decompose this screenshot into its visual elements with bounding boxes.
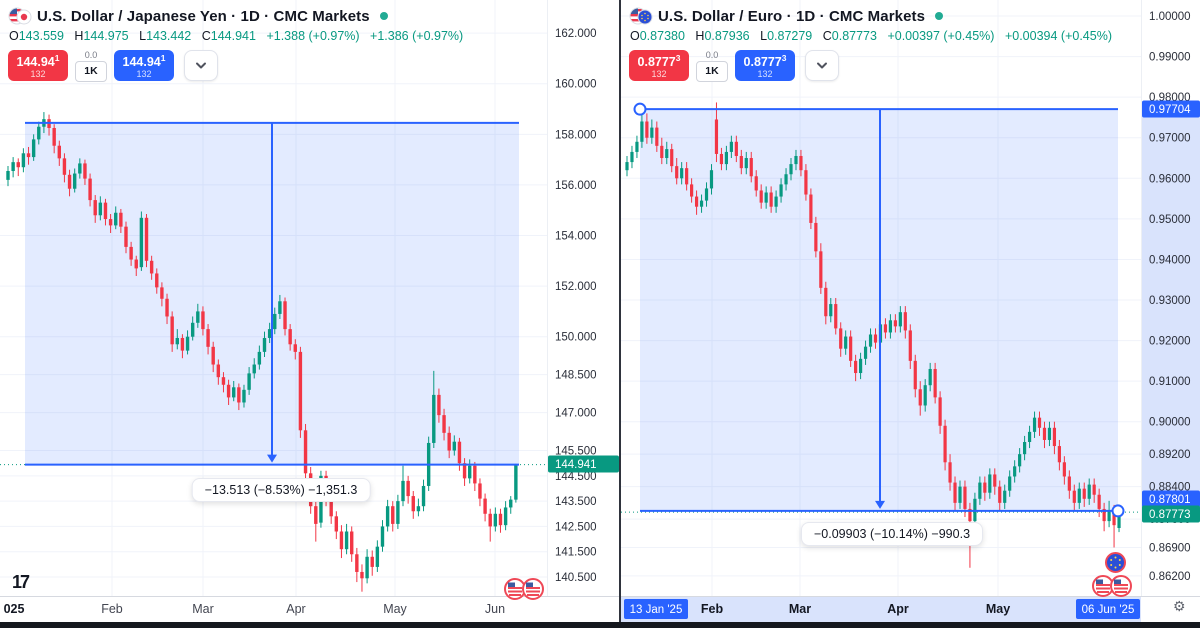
svg-text:152.000: 152.000 [555, 281, 597, 293]
svg-text:0.97000: 0.97000 [1149, 133, 1191, 145]
sell-button[interactable]: 144.941 132 [8, 50, 68, 81]
svg-text:Mar: Mar [192, 602, 214, 616]
chart-pane-usdeur: 1.00000 0.99000 0.98000 0.97000 0.96000 0.950… [621, 0, 1200, 622]
svg-text:0.94000: 0.94000 [1149, 254, 1191, 266]
svg-text:Mar: Mar [789, 602, 811, 616]
svg-text:156.000: 156.000 [555, 180, 597, 192]
svg-text:0.93000: 0.93000 [1149, 295, 1191, 307]
chevron-down-icon [196, 62, 206, 68]
change-value: +0.00397 (+0.45%) [887, 29, 995, 43]
svg-text:162.000: 162.000 [555, 28, 597, 40]
us-flag-coin-icon [522, 578, 544, 600]
svg-text:May: May [986, 602, 1010, 616]
svg-text:154.000: 154.000 [555, 231, 597, 243]
svg-text:025: 025 [4, 602, 25, 616]
svg-text:Feb: Feb [101, 602, 123, 616]
svg-text:0.87773: 0.87773 [1149, 509, 1191, 521]
svg-text:Apr: Apr [286, 602, 305, 616]
svg-text:06 Jun '25: 06 Jun '25 [1082, 604, 1135, 616]
svg-text:13 Jan '25: 13 Jan '25 [630, 604, 683, 616]
svg-text:May: May [383, 602, 407, 616]
svg-text:0.87801: 0.87801 [1149, 494, 1191, 506]
ohlc-row: O0.87380 H0.87936 L0.87279 C0.87773 +0.0… [630, 29, 1112, 43]
svg-text:145.500: 145.500 [555, 446, 597, 458]
svg-text:144.500: 144.500 [555, 471, 597, 483]
market-open-dot [379, 12, 388, 20]
change-value-2: +0.00394 (+0.45%) [1004, 29, 1112, 43]
sell-button[interactable]: 0.87773 132 [629, 50, 689, 81]
svg-text:147.000: 147.000 [555, 408, 597, 420]
usdjpy-pair-flag-icon [8, 7, 32, 25]
usdeur-pair-flag-icon [629, 7, 653, 25]
chevron-down-button[interactable] [805, 50, 839, 81]
svg-text:0.99000: 0.99000 [1149, 52, 1191, 64]
svg-text:0.86200: 0.86200 [1149, 571, 1191, 583]
window-bottom-edge [0, 622, 1200, 628]
lot-size-box[interactable]: 1K [696, 61, 728, 82]
svg-text:0.91000: 0.91000 [1149, 376, 1191, 388]
spread-indicator: 0.0 1K [695, 50, 729, 82]
svg-text:0.86900: 0.86900 [1149, 542, 1191, 554]
change-value: +1.388 (+0.97%) [266, 29, 360, 43]
svg-text:141.500: 141.500 [555, 547, 597, 559]
spread-indicator: 0.0 1K [74, 50, 108, 82]
tradingview-logo[interactable]: 17 [12, 572, 30, 592]
chart-title: U.S. Dollar / Euro · 1D · CMC Markets [658, 7, 926, 25]
measure-range-label: −13.513 (−8.53%) −1,351.3 [191, 478, 371, 502]
svg-text:158.000: 158.000 [555, 129, 597, 141]
candlestick-chart-usdjpy[interactable]: 162.000 160.000 158.000 156.000 154.000 152.0… [0, 0, 619, 622]
svg-text:142.500: 142.500 [555, 521, 597, 533]
svg-text:0.95000: 0.95000 [1149, 214, 1191, 226]
ohlc-row: O143.559 H144.975 L143.442 C144.941 +1.3… [9, 29, 464, 43]
change-value-2: +1.386 (+0.97%) [370, 29, 464, 43]
chart-pane-usdjpy: 162.000 160.000 158.000 156.000 154.000 152.0… [0, 0, 619, 622]
chevron-down-button[interactable] [184, 50, 218, 81]
chevron-down-icon [817, 62, 827, 68]
axis-settings-gear-icon[interactable]: ⚙ [1173, 598, 1186, 614]
svg-text:143.500: 143.500 [555, 496, 597, 508]
svg-text:Jun: Jun [485, 602, 505, 616]
svg-text:0.97704: 0.97704 [1149, 104, 1191, 116]
svg-text:0.96000: 0.96000 [1149, 173, 1191, 185]
chart-header: U.S. Dollar / Japanese Yen · 1D · CMC Ma… [8, 6, 463, 82]
svg-text:148.500: 148.500 [555, 370, 597, 382]
svg-text:150.000: 150.000 [555, 332, 597, 344]
svg-text:Feb: Feb [701, 602, 724, 616]
svg-text:1.00000: 1.00000 [1149, 11, 1191, 23]
us-flag-coin-icon [1110, 575, 1132, 597]
spread-value: 0.0 [705, 50, 719, 60]
svg-text:140.500: 140.500 [555, 572, 597, 584]
pair-watermark-icons [1091, 574, 1132, 598]
pair-watermark-icons [503, 577, 544, 601]
buy-button[interactable]: 144.941 132 [114, 50, 174, 81]
svg-text:160.000: 160.000 [555, 79, 597, 91]
spread-value: 0.0 [84, 50, 98, 60]
svg-text:0.90000: 0.90000 [1149, 417, 1191, 429]
us-flag-coin-icon [1092, 575, 1114, 597]
chart-title: U.S. Dollar / Japanese Yen · 1D · CMC Ma… [37, 7, 370, 25]
svg-text:0.89200: 0.89200 [1149, 449, 1191, 461]
eu-flag-coin-icon [1104, 551, 1127, 574]
candlestick-chart-usdeur[interactable]: 1.000000.990000.980000.970000.960000.950… [621, 0, 1200, 622]
pane-divider[interactable] [619, 0, 621, 622]
svg-text:Apr: Apr [887, 602, 909, 616]
buy-button[interactable]: 0.87773 132 [735, 50, 795, 81]
svg-text:0.92000: 0.92000 [1149, 336, 1191, 348]
chart-header: U.S. Dollar / Euro · 1D · CMC Markets O0… [629, 6, 1112, 82]
svg-text:144.941: 144.941 [555, 459, 597, 471]
lot-size-box[interactable]: 1K [75, 61, 107, 82]
market-open-dot [935, 12, 944, 20]
measure-range-label: −0.09903 (−10.14%) −990.3 [800, 522, 984, 546]
us-flag-coin-icon [504, 578, 526, 600]
